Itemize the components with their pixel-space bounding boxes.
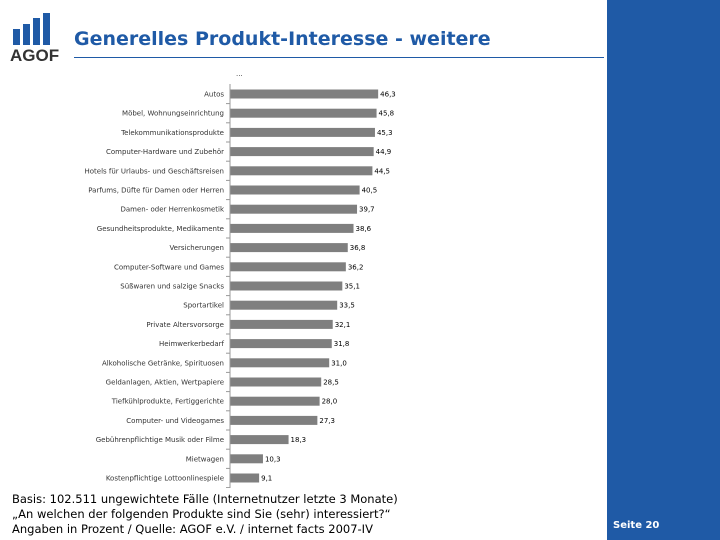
category-label: Telekommunikationsprodukte: [120, 129, 224, 137]
category-label: Autos: [204, 91, 224, 99]
bar: [230, 454, 263, 464]
logo-text: AGOF: [10, 46, 59, 64]
bar: [230, 339, 332, 349]
bar: [230, 435, 289, 445]
brand-sidebar: [607, 0, 720, 540]
logo-bar-3: [33, 18, 40, 45]
category-label: Mietwagen: [186, 455, 224, 463]
value-label: 45,3: [377, 129, 393, 137]
category-label: Gebührenpflichtige Musik oder Filme: [96, 436, 224, 444]
bar: [230, 396, 320, 406]
legend-label: ...: [236, 70, 243, 78]
category-label: Alkoholische Getränke, Spirituosen: [102, 359, 224, 367]
value-label: 9,1: [261, 475, 272, 483]
category-label: Versicherungen: [169, 244, 224, 252]
page-number: Seite 20: [613, 520, 660, 531]
bar: [230, 243, 348, 253]
value-label: 27,3: [319, 417, 335, 425]
category-label: Möbel, Wohnungseinrichtung: [122, 110, 224, 118]
category-label: Tiefkühlprodukte, Fertiggerichte: [111, 398, 224, 406]
footnote-basis: Basis: 102.511 ungewichtete Fälle (Inter…: [12, 492, 398, 506]
bar: [230, 223, 354, 233]
bar: [230, 281, 343, 291]
value-label: 46,3: [380, 91, 396, 99]
value-label: 44,5: [374, 167, 390, 175]
agof-logo: AGOF: [10, 12, 65, 65]
category-label: Computer- und Videogames: [126, 417, 224, 425]
category-label: Heimwerkerbedarf: [159, 340, 225, 348]
bar: [230, 166, 373, 176]
bar: [230, 377, 322, 387]
value-label: 40,5: [362, 187, 378, 195]
footnote-source: Angaben in Prozent / Quelle: AGOF e.V. /…: [12, 522, 373, 536]
bar: [230, 89, 379, 99]
logo-bar-1: [13, 29, 20, 45]
chart-layer: ... Autos 46,3 Möbel, Wohnungseinrichtung 45…: [84, 70, 396, 488]
agof-logo-graphic: AGOF: [10, 13, 59, 65]
bar: [230, 473, 260, 483]
value-label: 31,8: [334, 340, 350, 348]
value-label: 35,1: [344, 283, 360, 291]
category-label: Kostenpflichtige Lottoonlinespiele: [106, 475, 224, 483]
value-label: 28,5: [323, 379, 339, 387]
bar: [230, 262, 346, 272]
logo-bar-2: [23, 24, 30, 45]
bar: [230, 319, 333, 329]
value-label: 32,1: [335, 321, 351, 329]
category-label: Süßwaren und salzige Snacks: [120, 283, 224, 291]
bar: [230, 185, 360, 195]
bar: [230, 127, 375, 137]
bar: [230, 300, 338, 310]
bar: [230, 358, 330, 368]
value-label: 33,5: [339, 302, 355, 310]
category-label: Computer-Hardware und Zubehör: [106, 148, 224, 156]
bar: [230, 204, 358, 214]
category-label: Sportartikel: [183, 302, 224, 310]
value-label: 10,3: [265, 455, 281, 463]
value-label: 28,0: [322, 398, 338, 406]
bar-chart: ... Autos 46,3 Möbel, Wohnungseinrichtung 45…: [84, 70, 396, 488]
bar: [230, 415, 318, 425]
bar: [230, 147, 374, 157]
category-label: Geldanlagen, Aktien, Wertpapiere: [106, 379, 224, 387]
value-label: 36,2: [348, 263, 364, 271]
category-label: Parfums, Düfte für Damen oder Herren: [88, 187, 224, 195]
value-label: 38,6: [356, 225, 372, 233]
category-label: Computer-Software und Games: [114, 263, 224, 271]
value-label: 45,8: [379, 110, 395, 118]
value-label: 44,9: [376, 148, 392, 156]
value-label: 18,3: [291, 436, 307, 444]
value-label: 36,8: [350, 244, 366, 252]
category-label: Hotels für Urlaubs- und Geschäftsreisen: [84, 167, 224, 175]
category-label: Private Altersvorsorge: [146, 321, 224, 329]
category-label: Gesundheitsprodukte, Medikamente: [97, 225, 224, 233]
title-divider: [74, 57, 604, 58]
footnote-question: „An welchen der folgenden Produkte sind …: [12, 507, 391, 521]
logo-bar-4: [43, 13, 50, 45]
value-label: 39,7: [359, 206, 375, 214]
value-label: 31,0: [331, 359, 347, 367]
bar: [230, 108, 377, 118]
category-label: Damen- oder Herrenkosmetik: [120, 206, 224, 214]
page-title: Generelles Produkt-Interesse - weitere: [74, 28, 491, 50]
